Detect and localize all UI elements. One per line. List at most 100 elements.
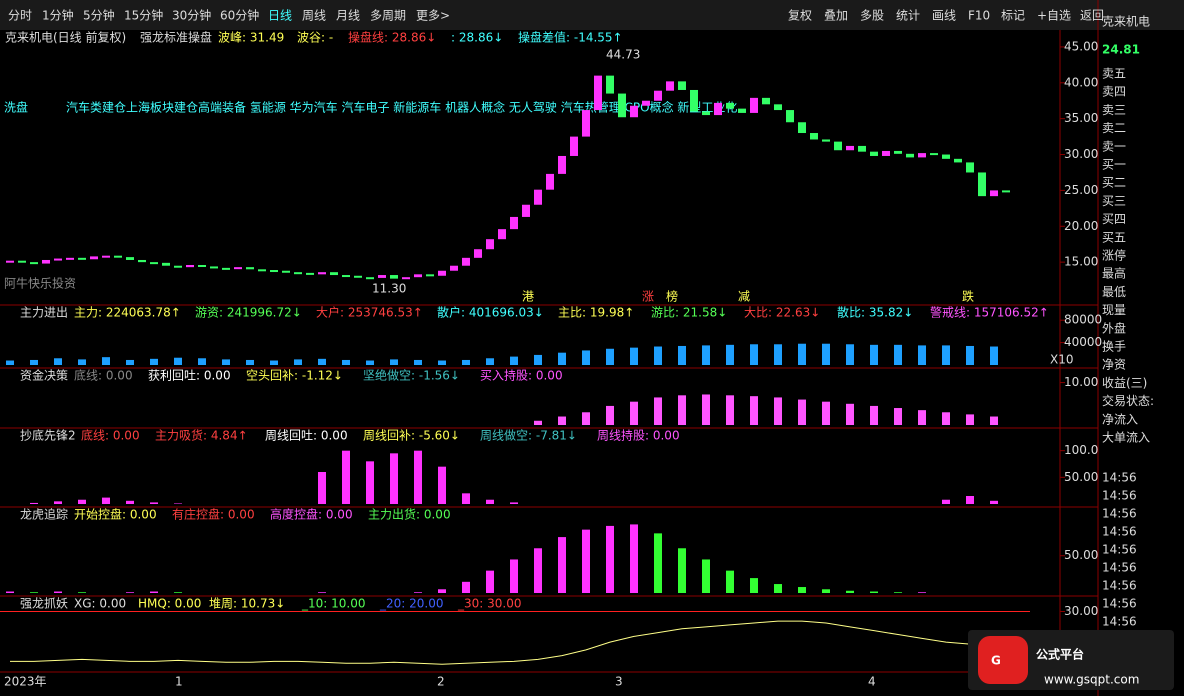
candle (246, 267, 254, 270)
candle (54, 258, 62, 261)
toolbar-button[interactable]: 统计 (896, 9, 920, 23)
quote-label: 换手 (1102, 340, 1126, 354)
date-label: 2 (437, 675, 445, 689)
toolbar-tab[interactable]: 日线 (268, 9, 292, 23)
panel-item: 坚绝做空: -1.56↓ (363, 368, 460, 383)
indicator-bar (30, 592, 38, 593)
date-label: 1 (175, 675, 183, 689)
indicator-bar (750, 578, 758, 593)
panel-item: 底线: 0.00 (81, 428, 140, 443)
main-header-item: 波峰: 31.49 (218, 31, 284, 45)
toolbar-tab[interactable]: 更多> (416, 9, 450, 23)
panel-item: 游资: 241996.72↓ (195, 306, 302, 320)
indicator-bar (822, 401, 830, 425)
panel-item: 主力吸货: 4.84↑ (155, 428, 248, 443)
toolbar-button[interactable]: F10 (968, 9, 990, 23)
indicator-bar (750, 344, 758, 365)
panel-item: 散户: 401696.03↓ (437, 305, 544, 320)
indicator-bar (102, 357, 110, 365)
y-tick-label: 15.00 (1064, 255, 1098, 269)
indicator-bar (678, 548, 686, 593)
candle (510, 216, 518, 230)
logo-icon-letter: G (991, 654, 1001, 668)
indicator-bar (78, 499, 86, 504)
candle (810, 133, 818, 140)
candle (750, 97, 758, 113)
candle (774, 104, 782, 111)
panel-item: 周线回补: -5.60↓ (363, 429, 460, 443)
quote-label: 买二 (1102, 176, 1126, 190)
toolbar-button[interactable]: 复权 (788, 9, 812, 23)
candle (366, 277, 374, 280)
indicator-bar (150, 358, 158, 365)
indicator-bar (774, 584, 782, 593)
toolbar-button[interactable]: 叠加 (824, 9, 848, 23)
indicator-bar (438, 466, 446, 504)
toolbar-tab[interactable]: 分时 (8, 9, 32, 23)
candle (462, 257, 470, 266)
indicator-bar (78, 359, 86, 365)
panel-item: 大户: 253746.53↑ (316, 305, 423, 320)
candle (318, 272, 326, 275)
candle (798, 122, 806, 134)
indicator-bar (246, 359, 254, 365)
indicator-bar (846, 590, 854, 593)
indicator-bar (510, 356, 518, 365)
toolbar-tab[interactable]: 5分钟 (83, 8, 115, 23)
logo-name: 公式平台 (1036, 647, 1084, 662)
quote-label: 买四 (1102, 212, 1126, 226)
panel-item: 大比: 22.63↓ (744, 306, 820, 320)
quote-label: 最低 (1102, 285, 1126, 299)
trade-time: 14:56 (1102, 543, 1137, 557)
toolbar-tab[interactable]: 60分钟 (220, 8, 259, 23)
y-tick-label: 30.00 (1064, 604, 1098, 618)
indicator-bar (198, 358, 206, 365)
candle (66, 257, 74, 260)
toolbar-tab[interactable]: 15分钟 (124, 8, 163, 23)
quote-label: 卖一 (1102, 139, 1126, 153)
quote-label: 交易状态: (1102, 393, 1154, 408)
toolbar-button[interactable]: 画线 (932, 9, 956, 23)
indicator-bar (894, 592, 902, 593)
toolbar-tab[interactable]: 30分钟 (172, 8, 211, 23)
panel-item: 周线回吐: 0.00 (265, 429, 348, 443)
logo-url: www.gsqpt.com (1044, 673, 1139, 687)
toolbar-button[interactable]: 多股 (860, 9, 884, 23)
indicator-bar (78, 592, 86, 593)
panel-item: 周线持股: 0.00 (597, 428, 680, 443)
y-tick-label: 10.00 (1064, 375, 1098, 389)
indicator-bar (726, 344, 734, 365)
indicator-bar (630, 401, 638, 425)
quote-label: 大单流入 (1102, 431, 1150, 445)
candle (186, 265, 194, 268)
panel-item: 高度控盘: 0.00 (270, 507, 353, 522)
toolbar-tab[interactable]: 月线 (336, 9, 360, 23)
indicator-bar (942, 499, 950, 504)
candle (606, 75, 614, 94)
quote-label: 买五 (1102, 230, 1126, 244)
panel-item: _10: 10.00 (301, 597, 365, 611)
toolbar-button[interactable]: 返回 (1080, 9, 1104, 23)
candle (834, 141, 842, 151)
candle (870, 151, 878, 156)
indicator-bar (318, 358, 326, 365)
candle (150, 262, 158, 265)
indicator-bar (150, 591, 158, 593)
toolbar-button[interactable]: +自选 (1037, 9, 1071, 23)
toolbar-tab[interactable]: 多周期 (370, 9, 406, 23)
panel-item: 主力出货: 0.00 (368, 507, 451, 522)
indicator-bar (942, 345, 950, 365)
trade-time: 14:56 (1102, 579, 1137, 593)
candle (330, 272, 338, 276)
candle (594, 75, 602, 111)
y-tick-label: 80000 (1064, 313, 1102, 327)
panel-item: 游比: 21.58↓ (651, 306, 727, 320)
indicator-bar (270, 360, 278, 365)
indicator-bar (702, 394, 710, 425)
toolbar-button[interactable]: 标记 (1001, 9, 1025, 23)
indicator-bar (990, 346, 998, 365)
indicator-bar (174, 357, 182, 365)
y-tick-label: 25.00 (1064, 183, 1098, 197)
toolbar-tab[interactable]: 1分钟 (42, 8, 74, 23)
toolbar-tab[interactable]: 周线 (302, 9, 326, 23)
